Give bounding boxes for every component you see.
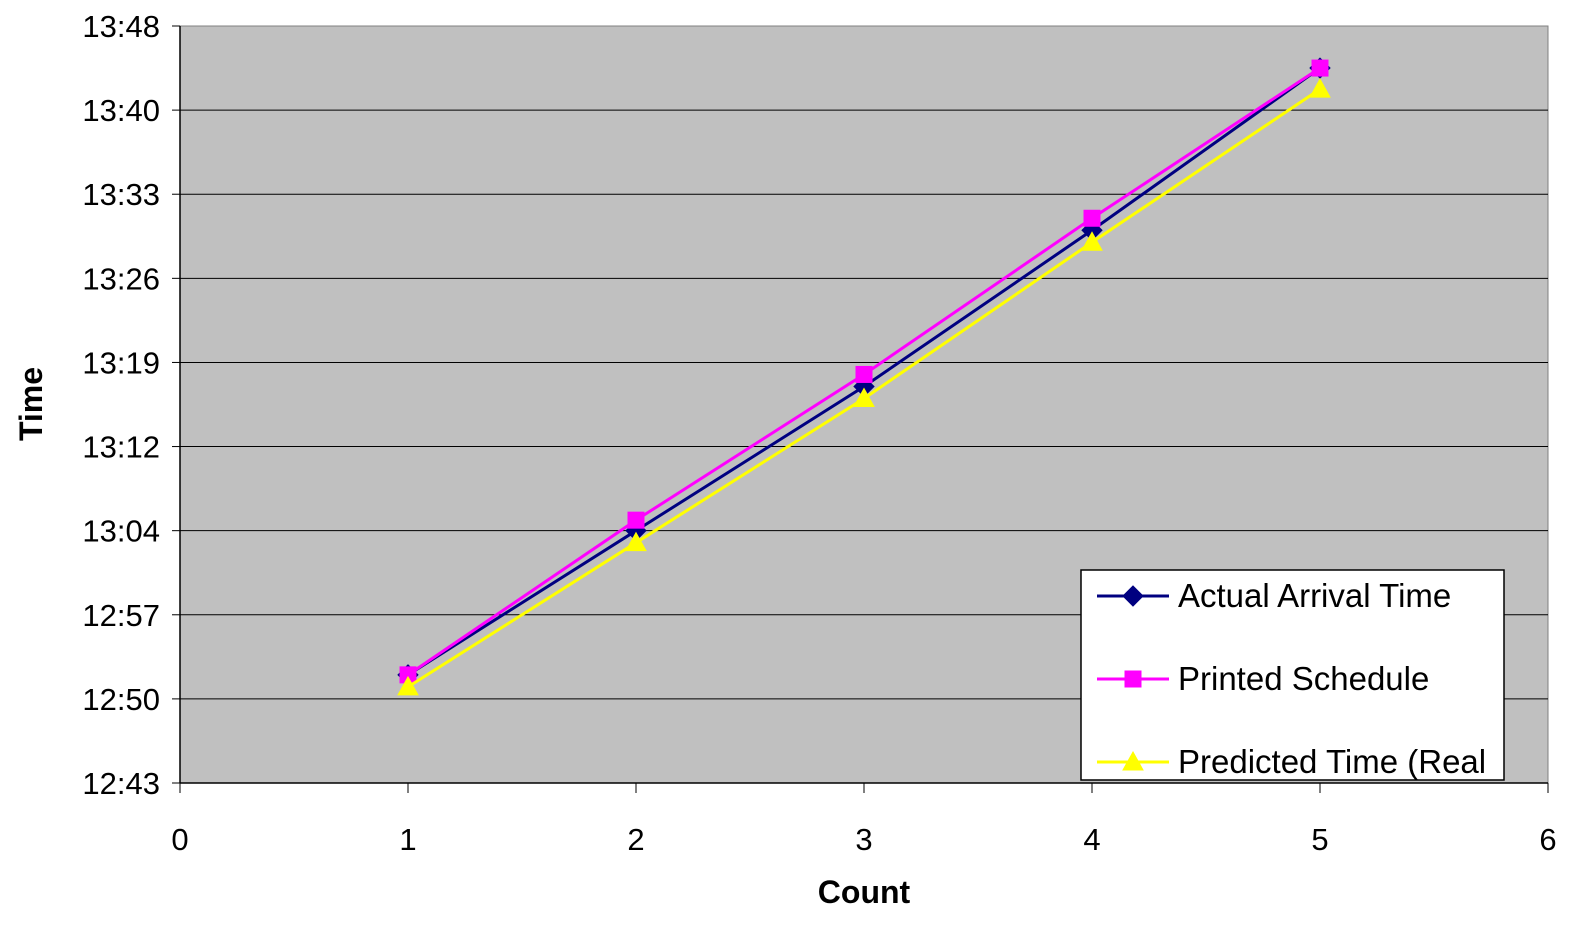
y-axis-title: Time bbox=[13, 367, 49, 441]
legend-label: Predicted Time (Real bbox=[1178, 743, 1486, 780]
series-layer bbox=[397, 57, 1331, 696]
triangle-marker bbox=[397, 675, 419, 696]
y-tick-label: 12:43 bbox=[82, 766, 160, 801]
y-tick-label: 13:48 bbox=[82, 9, 160, 44]
square-marker bbox=[627, 511, 645, 529]
legend-box bbox=[1080, 569, 1505, 781]
square-marker bbox=[1311, 59, 1329, 77]
y-tick-label: 12:57 bbox=[82, 598, 160, 633]
legend: Actual Arrival Time Printed Schedule Predi… bbox=[1080, 569, 1505, 781]
x-tick-label: 3 bbox=[855, 822, 872, 857]
x-tick-label: 1 bbox=[399, 822, 416, 857]
diamond-marker bbox=[1122, 585, 1144, 607]
triangle-marker bbox=[1122, 750, 1144, 771]
legend-label: Printed Schedule bbox=[1178, 660, 1429, 697]
x-tick-label: 0 bbox=[171, 822, 188, 857]
triangle-marker bbox=[625, 531, 647, 552]
x-tick-label: 5 bbox=[1311, 822, 1328, 857]
triangle-marker bbox=[1081, 231, 1103, 251]
square-marker bbox=[1124, 670, 1142, 688]
square-marker bbox=[855, 365, 873, 383]
triangle-marker bbox=[853, 387, 875, 407]
legend-label: Actual Arrival Time bbox=[1178, 577, 1451, 614]
axes: 12:43 12:50 12:57 13:04 13:12 13:19 13:26 13:33… bbox=[82, 9, 1556, 857]
x-axis-title: Count bbox=[818, 874, 911, 910]
x-tick-label: 4 bbox=[1083, 822, 1100, 857]
y-tick-label: 13:19 bbox=[82, 345, 160, 380]
y-tick-label: 13:26 bbox=[82, 261, 160, 296]
square-marker bbox=[1083, 209, 1101, 227]
y-tick-label: 13:12 bbox=[82, 430, 160, 465]
series-triangle bbox=[397, 78, 1331, 696]
y-tick-label: 13:33 bbox=[82, 177, 160, 212]
x-tick-label: 6 bbox=[1539, 822, 1556, 857]
y-tick-label: 13:04 bbox=[82, 514, 160, 549]
series-square bbox=[399, 59, 1329, 684]
x-tick-label: 2 bbox=[627, 822, 644, 857]
triangle-marker bbox=[1309, 78, 1331, 98]
y-tick-label: 13:40 bbox=[82, 93, 160, 128]
y-tick-label: 12:50 bbox=[82, 682, 160, 717]
